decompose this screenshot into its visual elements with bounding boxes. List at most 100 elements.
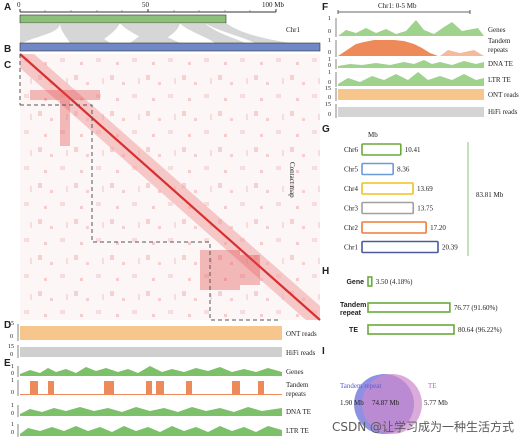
- g-bar: [361, 182, 414, 195]
- g-bar: [361, 162, 394, 176]
- hifi-track: [20, 347, 282, 357]
- e-axis-4-top: 1: [11, 422, 14, 428]
- ont-label: ONT reads: [286, 330, 317, 338]
- g-bar: [361, 221, 427, 234]
- h-category-label: Tandem: [340, 302, 366, 309]
- g-value-label: 17.20: [430, 224, 446, 232]
- e-genes-track: [20, 366, 282, 376]
- e-ltr-te-track: [20, 426, 282, 436]
- g-value-label: 13.69: [417, 185, 433, 193]
- hifi-label: HiFi reads: [286, 349, 316, 357]
- g-category-label: Chr1: [344, 244, 359, 252]
- panel-letter-a: A: [4, 2, 12, 13]
- f-axis-1-top: 1: [328, 16, 331, 22]
- e-label-tandem: Tandem repeats: [286, 381, 309, 398]
- ont-axis-top: 15: [8, 321, 14, 327]
- f-axis-5-bottom: 0: [328, 95, 331, 101]
- g-bar: [361, 143, 402, 156]
- h-category-label: Gene: [346, 279, 364, 286]
- g-value-label: 13.75: [417, 205, 433, 213]
- h-value-label: 80.64 (96.22%): [458, 326, 502, 334]
- f-label-tandem: Tandem repeats: [488, 37, 511, 54]
- g-category-label: Chr2: [344, 224, 359, 232]
- f-axis-3-top: 1: [328, 57, 331, 63]
- f-axis-6-top: 15: [325, 102, 331, 108]
- f-label-hifi: HiFi reads: [488, 108, 518, 116]
- e-tandem-track: [30, 381, 264, 395]
- h-category-label: TE: [349, 327, 358, 334]
- g-value-label: 8.36: [397, 166, 410, 174]
- f-label-genes: Genes: [488, 26, 506, 34]
- venn-overlap: 74.87 Mb: [372, 399, 400, 407]
- g-unit-label: Mb: [368, 131, 378, 139]
- f-axis-3-bottom: 0: [328, 63, 331, 69]
- e-axis-1-top: 1: [11, 364, 14, 370]
- h-value-label: 76.77 (91.60%): [454, 304, 498, 312]
- chr1-bar-b: [19, 42, 321, 52]
- watermark: CSDN @让学习成为一种生活方式: [331, 420, 514, 434]
- e-axis-1-bottom: 0: [11, 371, 14, 377]
- venn-left-title: Tandem repeat: [340, 382, 382, 390]
- h-bar: [367, 302, 451, 313]
- f-label-ont: ONT reads: [488, 91, 519, 99]
- e-label-genes: Genes: [286, 368, 304, 376]
- hifi-axis-bottom: 0: [10, 352, 13, 358]
- ont-track: [20, 326, 282, 340]
- h-bar: [367, 276, 373, 287]
- f-axis-5-top: 15: [325, 86, 331, 92]
- venn-right-only: 5.77 Mb: [424, 399, 448, 407]
- panel-letter-e: E: [4, 358, 11, 369]
- ruler-tick-100: 100 Mb: [262, 1, 284, 9]
- e-axis-3-bottom: 0: [11, 411, 14, 417]
- ont-axis-bottom: 0: [10, 334, 13, 340]
- e-axis-2-bottom: 0: [11, 390, 14, 396]
- g-bar: [361, 240, 439, 254]
- venn-right-circle: [362, 374, 422, 434]
- e-axis-4-bottom: 0: [11, 430, 14, 436]
- f-axis-4-bottom: 0: [328, 80, 331, 86]
- e-axis-2-top: 1: [11, 378, 14, 384]
- f-axis-2-top: 1: [328, 38, 331, 44]
- g-total-label: 83.81 Mb: [476, 191, 504, 199]
- e-axis-3-top: 1: [11, 403, 14, 409]
- chr1-label: Chr1: [286, 26, 300, 34]
- panel-letter-h: H: [322, 266, 330, 277]
- panel-letter-d: D: [4, 320, 12, 331]
- f-axis-2-bottom: 0: [328, 50, 331, 56]
- g-value-label: 10.41: [405, 146, 421, 154]
- h-category-label: repeat: [340, 310, 362, 317]
- panel-letter-c: C: [4, 60, 12, 71]
- panel-letter-i: I: [322, 346, 325, 357]
- g-category-label: Chr6: [344, 146, 359, 154]
- g-value-label: 20.39: [442, 244, 458, 252]
- e-label-ltr-te: LTR TE: [286, 427, 309, 435]
- venn-left-only: 1.90 Mb: [340, 399, 364, 407]
- h-bar: [367, 324, 455, 335]
- f-title: Chr1: 0-5 Mb: [378, 2, 417, 10]
- e-label-dna-te: DNA TE: [286, 408, 311, 416]
- f-label-dna-te: DNA TE: [488, 60, 513, 68]
- synteny-ribbons: [20, 23, 290, 43]
- ruler-tick-50: 50: [142, 1, 149, 9]
- f-axis-1-bottom: 0: [328, 29, 331, 35]
- panel-letter-b: B: [4, 44, 12, 55]
- f-axis-4-top: 1: [328, 70, 331, 76]
- hifi-axis-top: 15: [8, 344, 14, 350]
- g-category-label: Chr4: [344, 185, 359, 193]
- e-dna-te-track: [20, 407, 282, 416]
- h-value-label: 3.50 (4.18%): [376, 278, 413, 286]
- g-bar: [361, 201, 415, 215]
- f-axis-6-bottom: 0: [328, 112, 331, 118]
- venn-right-title: TE: [428, 382, 437, 390]
- panel-letter-f: F: [322, 2, 329, 13]
- f-label-ltr-te: LTR TE: [488, 76, 511, 84]
- g-category-label: Chr5: [344, 166, 359, 174]
- g-category-label: Chr3: [344, 205, 359, 213]
